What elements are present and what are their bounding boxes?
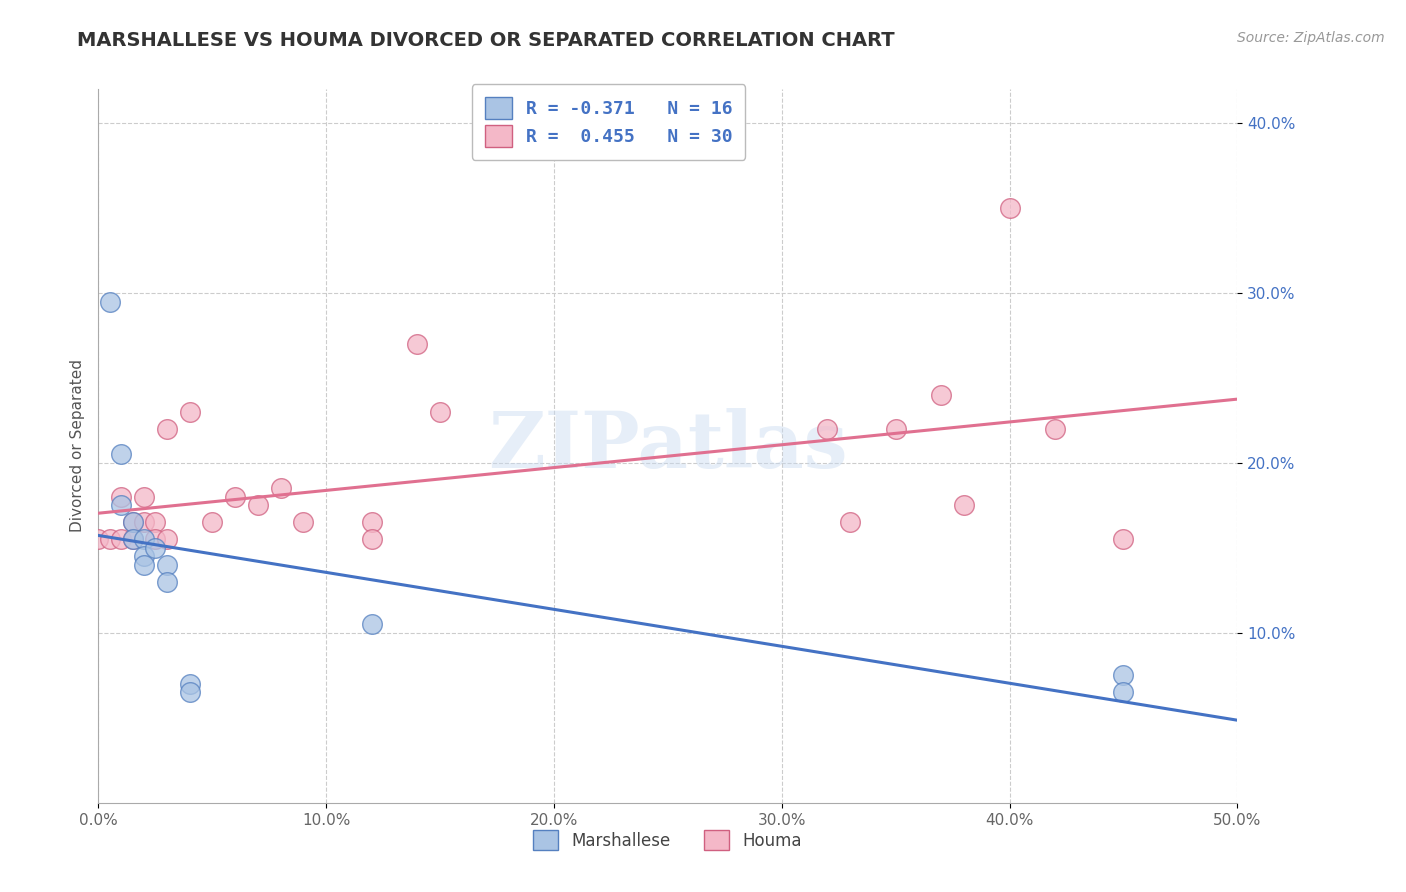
- Point: [121, 533, 143, 547]
- Point: [132, 549, 155, 564]
- Point: [132, 516, 155, 530]
- Point: [179, 685, 201, 699]
- Point: [246, 499, 269, 513]
- Point: [1112, 668, 1135, 682]
- Point: [110, 499, 132, 513]
- Point: [132, 533, 155, 547]
- Point: [201, 516, 224, 530]
- Point: [998, 201, 1021, 215]
- Text: MARSHALLESE VS HOUMA DIVORCED OR SEPARATED CORRELATION CHART: MARSHALLESE VS HOUMA DIVORCED OR SEPARAT…: [77, 31, 896, 50]
- Point: [110, 490, 132, 504]
- Point: [884, 422, 907, 436]
- Point: [360, 617, 382, 632]
- Point: [145, 533, 167, 547]
- Point: [839, 516, 862, 530]
- Point: [224, 490, 246, 504]
- Point: [360, 533, 382, 547]
- Point: [156, 558, 179, 572]
- Text: ZIPatlas: ZIPatlas: [488, 408, 848, 484]
- Point: [156, 574, 179, 589]
- Point: [98, 294, 121, 309]
- Point: [110, 448, 132, 462]
- Point: [132, 490, 155, 504]
- Point: [98, 533, 121, 547]
- Point: [429, 405, 451, 419]
- Point: [270, 482, 292, 496]
- Point: [1043, 422, 1066, 436]
- Point: [929, 388, 952, 402]
- Point: [292, 516, 315, 530]
- Point: [87, 533, 110, 547]
- Point: [145, 516, 167, 530]
- Point: [179, 677, 201, 691]
- Point: [121, 533, 143, 547]
- Point: [132, 558, 155, 572]
- Point: [953, 499, 976, 513]
- Point: [1112, 685, 1135, 699]
- Point: [156, 422, 179, 436]
- Point: [110, 533, 132, 547]
- Point: [145, 541, 167, 555]
- Legend: Marshallese, Houma: Marshallese, Houma: [526, 822, 810, 859]
- Y-axis label: Divorced or Separated: Divorced or Separated: [69, 359, 84, 533]
- Point: [121, 516, 143, 530]
- Point: [179, 405, 201, 419]
- Point: [406, 337, 429, 351]
- Point: [121, 516, 143, 530]
- Text: Source: ZipAtlas.com: Source: ZipAtlas.com: [1237, 31, 1385, 45]
- Point: [815, 422, 838, 436]
- Point: [360, 516, 382, 530]
- Point: [1112, 533, 1135, 547]
- Point: [156, 533, 179, 547]
